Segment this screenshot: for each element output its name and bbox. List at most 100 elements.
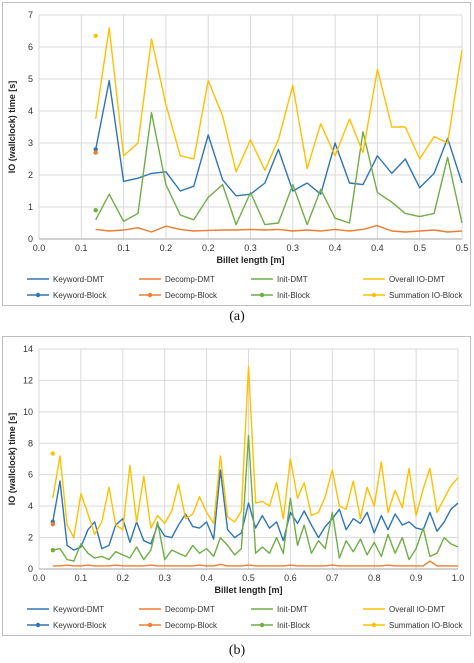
legend-label: Init-DMT [277,275,308,284]
data-point-init-block [50,547,56,553]
legend-label: Summation IO-Block [389,621,463,630]
y-tick-label: 3 [28,138,33,148]
legend-entry-keyword-dmt: Keyword-DMT [27,605,104,614]
legend-marker [35,622,41,628]
series-line-overall-io-dmt [95,27,463,173]
x-tick-label: 0.2 [117,573,130,583]
y-axis-title: IO (wallclock) time [s] [7,81,17,174]
data-point-summation-io-block [93,33,98,38]
series-line-keyword-dmt [52,469,459,551]
panel-label-a: (a) [229,309,245,324]
legend-entry-decomp-dmt: Decomp-DMT [139,275,215,284]
legend-label: Init-DMT [277,605,308,614]
y-tick-label: 4 [28,501,33,511]
legend-entry-keyword-dmt: Keyword-DMT [27,275,104,284]
legend-label: Decomp-DMT [165,605,215,614]
chart-svg: 0 2 4 6 8 10 12 14 0.0 0.1 0.2 0.3 0.4 0.5 0.6 0.7 0.8 0.… [7,344,464,630]
panel-label-b: (b) [228,643,246,658]
y-tick-label: 4 [28,106,33,116]
x-tick-label: 0.0 [33,573,46,583]
x-axis-title: Billet length [m] [217,255,285,265]
x-tick-label: 0.3 [287,243,300,253]
legend-entry-decomp-block: Decomp-Block [139,291,218,300]
y-tick-label: 10 [23,407,33,417]
legend-entry-overall-io-dmt: Overall IO-DMT [363,605,445,614]
legend-entry-init-block: Init-Block [251,621,311,630]
legend-label: Init-Block [277,291,311,300]
x-tick-label: 0.5 [456,243,469,253]
legend-label: Overall IO-DMT [389,605,445,614]
y-tick-label: 0 [28,564,33,574]
x-tick-label: 0.8 [368,573,381,583]
y-tick-label: 5 [28,74,33,84]
x-tick-label: 0.2 [160,243,173,253]
x-tick-label: 0.5 [413,243,426,253]
series-line-decomp-dmt [95,224,463,233]
legend-entry-init-dmt: Init-DMT [251,605,308,614]
x-tick-label: 0.4 [200,573,213,583]
x-tick-label: 0.1 [75,243,88,253]
y-tick-label: 6 [28,42,33,52]
legend-entry-keyword-block: Keyword-Block [27,621,107,630]
legend-label: Decomp-DMT [165,275,215,284]
legend-label: Keyword-Block [53,291,107,300]
legend-label: Keyword-DMT [53,605,104,614]
data-point-decomp-block [93,150,98,155]
y-tick-label: 14 [23,344,33,354]
legend-entry-summation-io-block: Summation IO-Block [363,621,463,630]
legend-label: Keyword-DMT [53,275,104,284]
legend-marker [147,292,153,298]
series-line-keyword-dmt [95,79,463,197]
y-tick-label: 2 [28,533,33,543]
x-tick-label: 0.3 [244,243,257,253]
legend-marker [259,622,265,628]
data-point-init-block [93,208,98,213]
x-tick-label: 0.6 [284,573,297,583]
legend-entry-decomp-block: Decomp-Block [139,621,218,630]
data-point-keyword-block [93,147,98,152]
series-line-overall-io-dmt [52,365,459,539]
y-tick-label: 12 [23,375,33,385]
legend-entry-summation-io-block: Summation IO-Block [363,291,463,300]
x-tick-label: 0.7 [326,573,339,583]
y-tick-label: 1 [28,202,33,212]
y-tick-label: 6 [28,470,33,480]
legend-marker [371,292,377,298]
legend-entry-decomp-dmt: Decomp-DMT [139,605,215,614]
chart-panel-a: 0 1 2 3 4 5 6 7 0.0 0.1 0.1 0.2 0.2 0.3 0.3 0.4 0.4 0.5 0.… [2,2,471,306]
x-tick-label: 0.1 [75,573,88,583]
y-tick-label: 0 [28,234,33,244]
legend-marker [371,622,377,628]
data-point-summation-io-block [50,451,56,456]
y-tick-label: 2 [28,170,33,180]
x-tick-label: 0.5 [242,573,255,583]
series-line-init-dmt [52,434,459,562]
x-tick-label: 0.3 [158,573,171,583]
x-tick-label: 0.9 [410,573,423,583]
legend-label: Decomp-Block [165,621,218,630]
legend-marker [35,292,41,298]
legend-marker [259,292,265,298]
y-tick-label: 8 [28,438,33,448]
y-axis-title: IO (wallclock) time [s] [7,413,17,506]
legend-label: Keyword-Block [53,621,107,630]
legend-entry-keyword-block: Keyword-Block [27,291,107,300]
x-tick-label: 0.4 [329,243,342,253]
legend-label: Overall IO-DMT [389,275,445,284]
series-line-decomp-dmt [52,560,458,567]
legend-entry-init-block: Init-Block [251,291,311,300]
x-axis-title: Billet length [m] [215,585,283,595]
data-point-decomp-block [50,522,56,527]
legend-label: Init-Block [277,621,311,630]
y-tick-label: 7 [28,10,33,20]
legend-entry-init-dmt: Init-DMT [251,275,308,284]
x-tick-label: 0.0 [33,243,46,253]
x-tick-label: 0.2 [202,243,215,253]
legend-label: Decomp-Block [165,291,218,300]
series-line-init-dmt [95,111,463,226]
legend-marker [147,622,153,628]
chart-svg: 0 1 2 3 4 5 6 7 0.0 0.1 0.1 0.2 0.2 0.3 0.3 0.4 0.4 0.5 0.… [7,10,469,300]
chart-panel-b: 0 2 4 6 8 10 12 14 0.0 0.1 0.2 0.3 0.4 0.5 0.6 0.7 0.8 0.… [2,336,471,636]
legend-label: Summation IO-Block [389,291,463,300]
legend-entry-overall-io-dmt: Overall IO-DMT [363,275,445,284]
